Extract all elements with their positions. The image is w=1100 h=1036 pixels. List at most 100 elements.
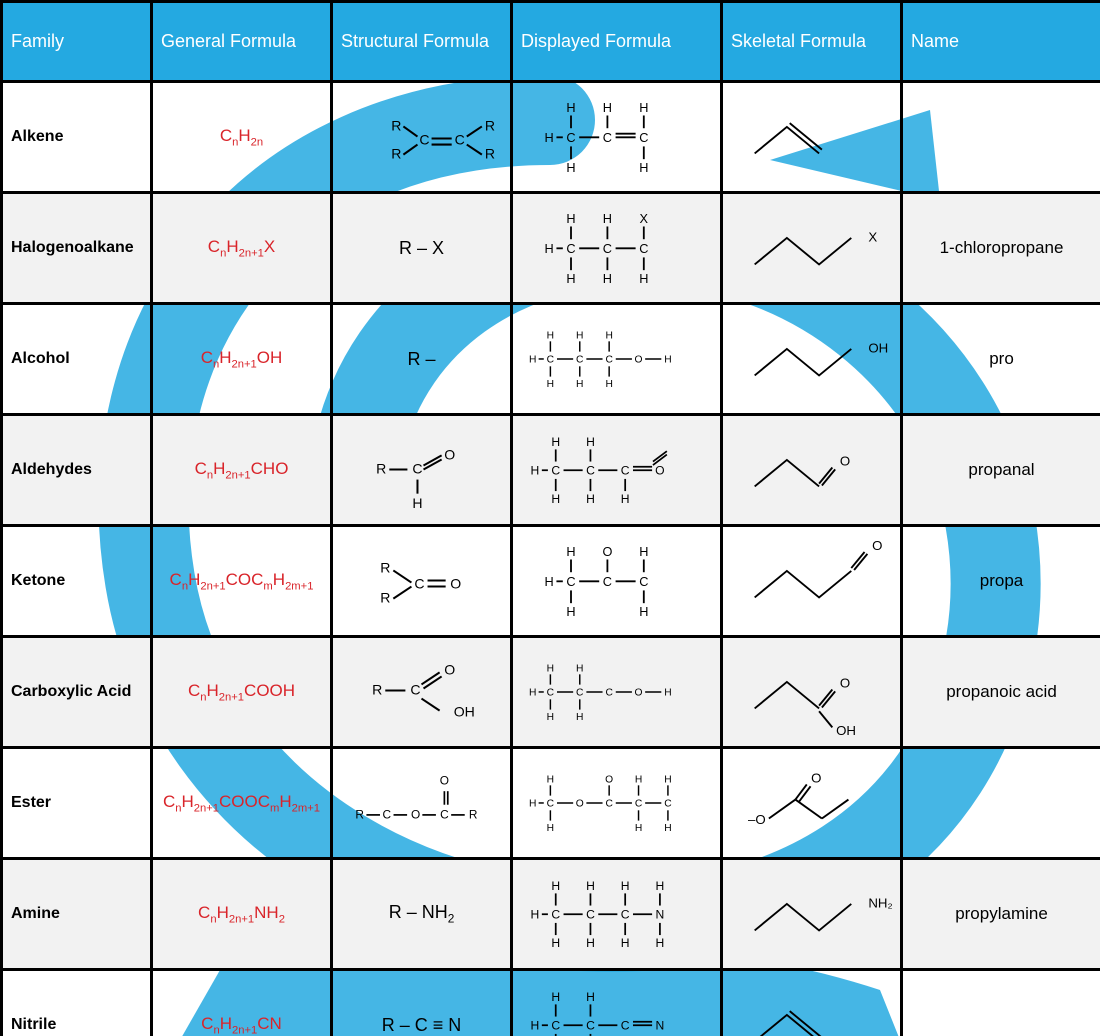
- svg-text:H: H: [639, 271, 648, 286]
- svg-text:C: C: [455, 132, 465, 148]
- cell-family: Aldehydes: [2, 415, 152, 526]
- table-row: Carboxylic AcidCnH2n+1COOHRCOOHCHHCHHCOH…: [2, 637, 1100, 748]
- svg-text:C: C: [382, 807, 391, 821]
- svg-text:C: C: [586, 1019, 595, 1033]
- cell-general-formula: CnH2n+1CN: [152, 970, 332, 1036]
- cell-displayed-formula: CHHCHHCNH: [512, 970, 722, 1036]
- svg-text:OH: OH: [454, 704, 475, 720]
- svg-text:R: R: [485, 117, 495, 133]
- cell-skeletal-formula: O: [722, 526, 902, 637]
- svg-text:H: H: [586, 990, 595, 1004]
- svg-text:H: H: [566, 160, 575, 175]
- svg-text:H: H: [621, 936, 630, 950]
- svg-text:X: X: [868, 230, 877, 245]
- svg-text:C: C: [605, 688, 613, 699]
- cell-family: Carboxylic Acid: [2, 637, 152, 748]
- svg-text:C: C: [576, 688, 584, 699]
- cell-displayed-formula: CHHCHHCOHH: [512, 637, 722, 748]
- svg-text:C: C: [635, 799, 643, 810]
- cell-structural-formula: RCOCOR: [332, 748, 512, 859]
- svg-text:C: C: [605, 355, 613, 366]
- svg-text:H: H: [586, 492, 595, 506]
- svg-text:H: H: [586, 936, 595, 950]
- svg-text:H: H: [551, 936, 560, 950]
- svg-text:H: H: [603, 100, 612, 115]
- svg-text:H: H: [529, 799, 536, 810]
- svg-text:H: H: [566, 271, 575, 286]
- svg-text:O: O: [450, 576, 461, 592]
- cell-displayed-formula: CHHCOCHHH: [512, 526, 722, 637]
- svg-text:H: H: [621, 492, 630, 506]
- svg-text:C: C: [603, 574, 612, 589]
- svg-text:C: C: [566, 130, 575, 145]
- svg-text:H: H: [566, 211, 575, 226]
- svg-text:–O: –O: [748, 812, 766, 827]
- cell-displayed-formula: CHHCHHCXHH: [512, 193, 722, 304]
- svg-text:N: N: [656, 1019, 665, 1033]
- cell-structural-formula: R –: [332, 304, 512, 415]
- svg-text:H: H: [529, 688, 536, 699]
- svg-text:H: H: [529, 355, 536, 366]
- svg-text:H: H: [531, 1019, 540, 1033]
- svg-text:H: H: [664, 823, 671, 834]
- svg-text:O: O: [635, 688, 643, 699]
- cell-skeletal-formula: O: [722, 415, 902, 526]
- cell-general-formula: CnH2n+1COCmH2m+1: [152, 526, 332, 637]
- cell-displayed-formula: CHHOCOCHHCHHH: [512, 748, 722, 859]
- svg-text:H: H: [603, 271, 612, 286]
- table-row: KetoneCnH2n+1COCmH2m+1RRCOCHHCOCHHHOprop…: [2, 526, 1100, 637]
- table-row: NitrileCnH2n+1CNR – C ≡ NCHHCHHCNHN: [2, 970, 1100, 1036]
- svg-text:O: O: [602, 544, 612, 559]
- svg-text:H: H: [531, 908, 540, 922]
- svg-text:C: C: [551, 464, 560, 478]
- svg-text:O: O: [635, 355, 643, 366]
- svg-text:C: C: [547, 799, 555, 810]
- svg-text:C: C: [664, 799, 672, 810]
- cell-family: Alcohol: [2, 304, 152, 415]
- cell-name: [902, 748, 1100, 859]
- svg-text:H: H: [603, 211, 612, 226]
- col-family: Family: [2, 2, 152, 82]
- cell-structural-formula: RCOH: [332, 415, 512, 526]
- cell-general-formula: CnH2n+1X: [152, 193, 332, 304]
- cell-name: pro: [902, 304, 1100, 415]
- svg-text:H: H: [605, 330, 612, 341]
- svg-text:R: R: [469, 807, 478, 821]
- svg-text:H: H: [656, 879, 665, 893]
- svg-text:H: H: [635, 823, 642, 834]
- svg-text:O: O: [440, 773, 449, 787]
- cell-skeletal-formula: OOH: [722, 637, 902, 748]
- table-row: HalogenoalkaneCnH2n+1XR – XCHHCHHCXHHX1-…: [2, 193, 1100, 304]
- col-name: Name: [902, 2, 1100, 82]
- svg-text:C: C: [621, 464, 630, 478]
- svg-text:C: C: [547, 355, 555, 366]
- cell-family: Nitrile: [2, 970, 152, 1036]
- svg-text:C: C: [603, 130, 612, 145]
- svg-text:C: C: [639, 130, 648, 145]
- svg-text:C: C: [639, 574, 648, 589]
- svg-text:N: N: [656, 908, 665, 922]
- svg-text:C: C: [414, 576, 424, 592]
- svg-text:H: H: [547, 712, 554, 723]
- cell-structural-formula: RRCCRR: [332, 82, 512, 193]
- cell-skeletal-formula: NH₂: [722, 859, 902, 970]
- cell-name: 1-chloropropane: [902, 193, 1100, 304]
- svg-text:H: H: [576, 712, 583, 723]
- col-general: General Formula: [152, 2, 332, 82]
- svg-text:H: H: [576, 379, 583, 390]
- svg-text:H: H: [586, 435, 595, 449]
- cell-name: [902, 82, 1100, 193]
- cell-displayed-formula: CHHCHCHHH: [512, 82, 722, 193]
- cell-general-formula: CnH2n+1COOCmH2m+1: [152, 748, 332, 859]
- svg-text:R: R: [380, 590, 390, 606]
- col-structural: Structural Formula: [332, 2, 512, 82]
- col-skeletal: Skeletal Formula: [722, 2, 902, 82]
- svg-text:H: H: [551, 435, 560, 449]
- table-row: AlcoholCnH2n+1OHR –CHHCHHCHHOHHOHpro: [2, 304, 1100, 415]
- cell-displayed-formula: CHHCHHCHHNHHH: [512, 859, 722, 970]
- svg-text:H: H: [605, 379, 612, 390]
- svg-text:C: C: [551, 1019, 560, 1033]
- svg-text:C: C: [621, 908, 630, 922]
- svg-text:C: C: [576, 355, 584, 366]
- svg-text:O: O: [605, 774, 613, 785]
